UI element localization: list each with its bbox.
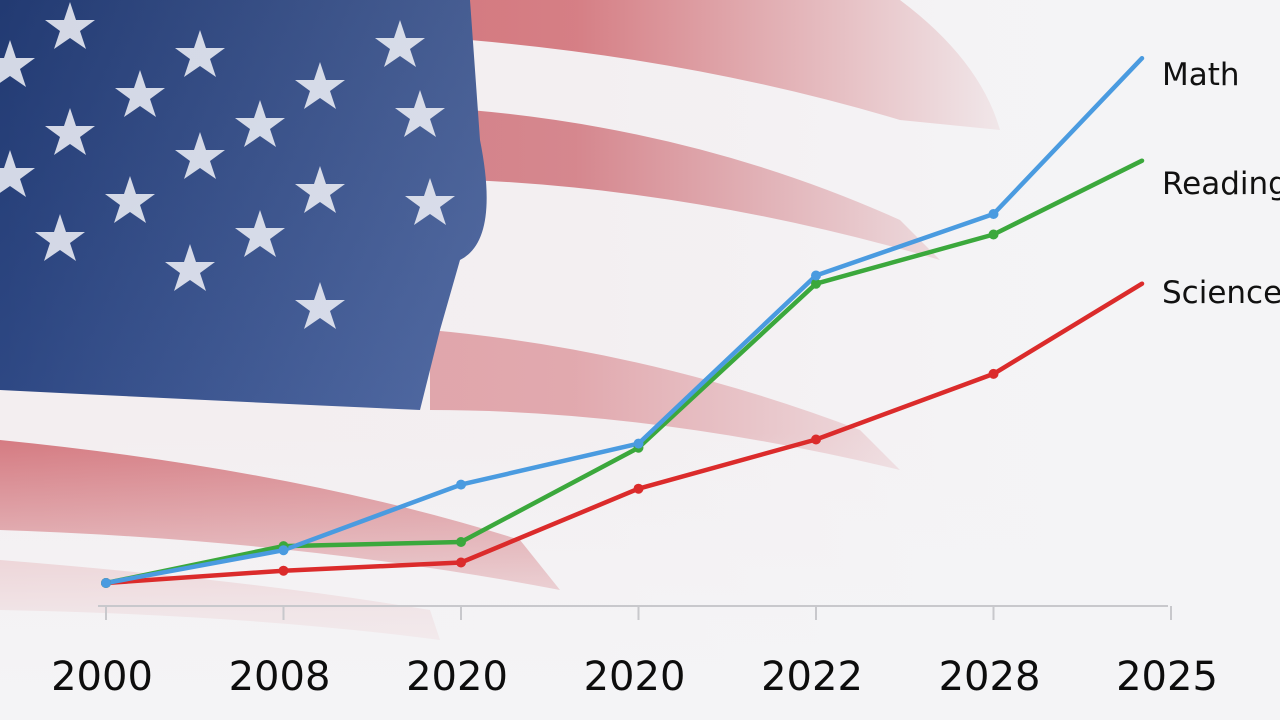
series-line-math <box>103 55 1145 586</box>
series-line-reading <box>103 158 1145 586</box>
x-tick-label: 2020 <box>406 654 508 700</box>
data-point-reading <box>988 229 999 240</box>
data-point-math <box>101 578 111 588</box>
series-points <box>101 209 999 588</box>
x-tick-label: 2025 <box>1116 654 1218 700</box>
x-tick-label: 2020 <box>584 654 686 700</box>
data-point-science <box>811 434 821 445</box>
data-point-math <box>811 270 821 281</box>
x-axis-tick-labels: 2000 2008 2020 2020 2022 2028 2025 <box>51 654 1218 700</box>
data-point-science <box>988 368 999 379</box>
data-point-science <box>633 483 644 494</box>
data-point-math <box>456 479 466 490</box>
legend-label-science: Science <box>1162 275 1280 311</box>
data-point-math <box>633 438 644 449</box>
data-point-math <box>988 209 999 219</box>
data-point-reading <box>811 278 821 289</box>
data-point-math <box>278 545 289 556</box>
series-line-science <box>103 281 1145 586</box>
legend-label-math: Math <box>1162 57 1240 93</box>
series-lines <box>103 55 1145 586</box>
legend: Science Reading Math <box>1162 57 1280 311</box>
x-axis-ticks <box>105 606 1172 620</box>
x-tick-label: 2028 <box>939 654 1041 700</box>
data-point-science <box>278 565 289 576</box>
legend-label-reading: Reading <box>1162 166 1280 202</box>
x-tick-label: 2022 <box>761 654 863 700</box>
data-point-reading <box>456 537 466 547</box>
data-point-science <box>456 557 466 568</box>
x-tick-label: 2000 <box>51 654 153 700</box>
x-tick-label: 2008 <box>229 654 331 700</box>
